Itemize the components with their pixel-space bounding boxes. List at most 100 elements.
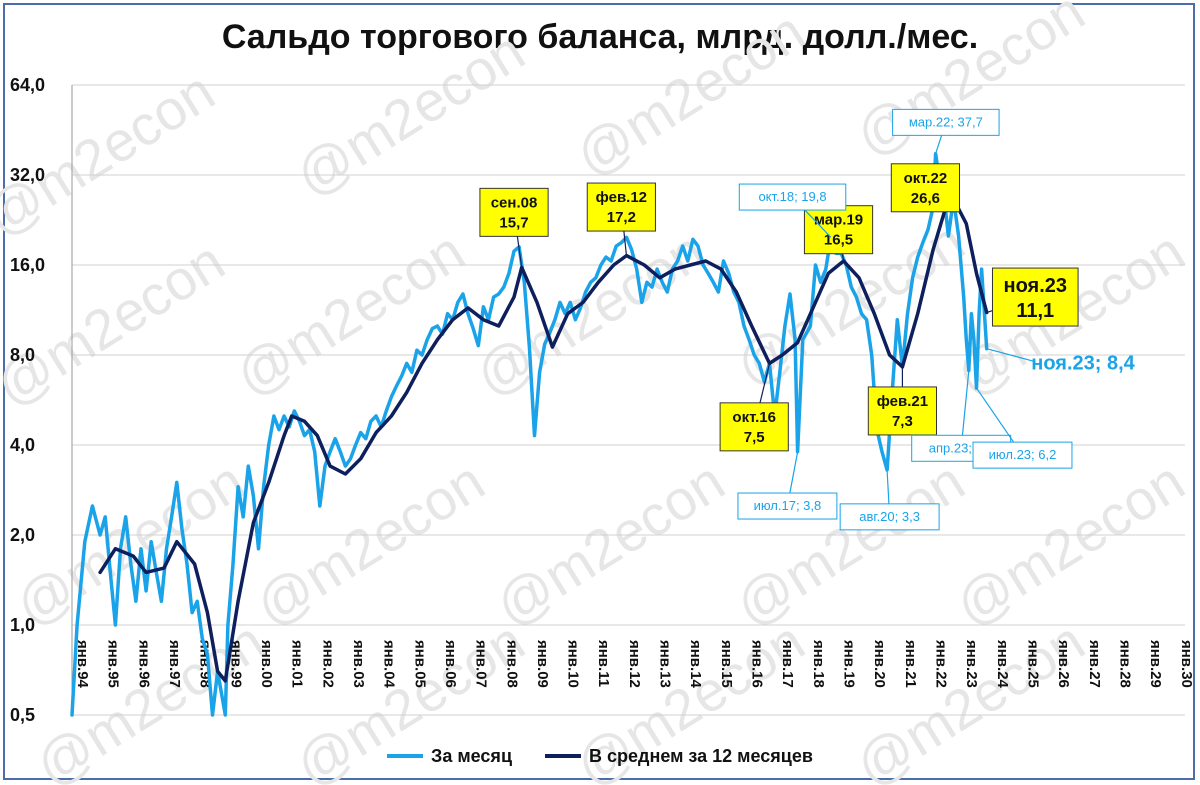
x-tick-label: янв.96 [135,640,152,688]
x-tick-label: янв.94 [74,640,91,689]
x-tick-label: янв.21 [902,640,919,688]
annotation-box [719,402,789,452]
annotation-text: фев.12 [596,189,647,206]
annotation-text: сен.08 [491,194,538,211]
watermark-text: @m2econ [284,19,535,208]
annotation-text: авг.20; 3,3 [859,509,920,524]
annotation-text: 7,5 [744,429,765,446]
y-tick-label: 4,0 [10,435,35,455]
watermark-text: @m2econ [484,449,735,638]
x-tick-label: янв.23 [963,640,980,688]
annotation-text: 11,1 [1016,300,1054,322]
x-tick-label: янв.25 [1024,640,1041,688]
y-tick-label: 64,0 [10,75,45,95]
x-tick-label: янв.09 [534,640,551,688]
annotation-box [867,386,938,436]
legend-item-average: В среднем за 12 месяцев [545,746,813,767]
x-tick-label: янв.17 [779,640,796,688]
watermark-text: @m2econ [464,219,715,408]
x-tick-label: янв.29 [1147,640,1164,688]
legend: За месяц В среднем за 12 месяцев [0,742,1200,767]
x-tick-label: янв.00 [258,640,275,688]
x-tick-label: янв.13 [657,640,674,688]
x-tick-label: янв.11 [595,640,612,687]
legend-item-monthly: За месяц [387,746,512,767]
annotation-text: окт.22 [904,170,948,187]
annotation-text: 26,6 [911,190,940,207]
annotation-text: 15,7 [499,214,528,231]
annotation-box [890,163,961,213]
annotation-box [479,187,549,237]
annotation-text: мар.19 [814,212,863,229]
watermark-text: @m2econ [244,449,495,638]
y-tick-label: 0,5 [10,705,35,725]
x-tick-label: янв.27 [1086,640,1103,688]
x-tick-label: янв.22 [933,640,950,688]
watermark-text: @m2econ [944,449,1195,638]
x-tick-label: янв.08 [503,640,520,688]
watermark-text: @m2econ [224,219,475,408]
annotation-text: ноя.23 [1004,275,1068,297]
y-tick-label: 16,0 [10,255,45,275]
series-line-average [98,197,989,683]
y-tick-label: 32,0 [10,165,45,185]
annotation-text: июл.23; 6,2 [989,447,1057,462]
x-tick-label: янв.14 [687,640,704,689]
x-tick-label: янв.02 [319,640,336,688]
annotation-text: фев.21 [877,393,928,410]
annotation-text: мар.22; 37,7 [909,114,983,129]
watermark-text: @m2econ [844,0,1095,168]
annotation-text: окт.18; 19,8 [758,189,826,204]
annotation-box [738,183,847,211]
annotation-leader [986,348,1036,363]
legend-label-average: В среднем за 12 месяцев [589,745,813,766]
legend-swatch-monthly [387,754,424,758]
x-tick-layer: янв.94 янв.95 янв.96 янв.97 янв.98 янв.99 янв.… [74,640,1195,689]
x-tick-label: янв.06 [442,640,459,688]
annotation-text: 7,3 [892,413,913,430]
annotation-text: 17,2 [607,209,636,226]
annotation-box [839,503,940,531]
x-tick-label: янв.24 [994,640,1011,689]
x-tick-label: янв.04 [381,640,398,689]
annotation-box [737,492,838,520]
x-tick-label: янв.19 [841,640,858,688]
x-tick-label: янв.07 [473,640,490,688]
annotation-text: окт.16 [732,409,776,426]
legend-label-monthly: За месяц [431,745,513,766]
y-tick-label: 8,0 [10,345,35,365]
x-tick-label: янв.26 [1055,640,1072,688]
x-tick-label: янв.03 [350,640,367,688]
annotation-box [991,267,1079,327]
y-tick-label: 1,0 [10,615,35,635]
annotation-layer: сен.08 15,7 фев.12 17,2 мар.19 16,5 окт.22 26,6… [479,108,1136,531]
grid-layer [71,84,1185,716]
y-tick-layer: 0,5 1,0 2,0 4,0 8,0 16,0 32,0 64,0 [10,75,45,725]
x-tick-label: янв.20 [871,640,888,688]
x-tick-label: янв.18 [810,640,827,688]
annotation-box [892,108,1000,136]
annotation-box [803,205,874,255]
x-tick-label: янв.28 [1116,640,1133,688]
x-tick-label: янв.01 [289,640,306,688]
x-tick-label: янв.30 [1178,640,1195,688]
annotation-text: июл.17; 3,8 [754,498,822,513]
x-tick-label: янв.10 [565,640,582,688]
annotation-text: ноя.23; 8,4 [1031,353,1135,375]
series-layer [70,151,989,717]
x-tick-label: янв.05 [411,640,428,688]
chart-title: Сальдо торгового баланса, млрд. долл./ме… [221,18,979,56]
legend-swatch-average [545,754,582,758]
x-tick-label: янв.95 [105,640,122,688]
x-tick-label: янв.16 [749,640,766,688]
x-tick-label: янв.97 [166,640,183,688]
watermark-text: @m2econ [724,449,975,638]
annotation-text: 16,5 [824,232,853,249]
annotation-box [972,441,1073,469]
x-tick-label: янв.15 [718,640,735,688]
series-line-monthly [70,151,989,717]
annotation-box [586,182,656,232]
watermark-text: @m2econ [564,0,815,188]
x-tick-label: янв.12 [626,640,643,688]
